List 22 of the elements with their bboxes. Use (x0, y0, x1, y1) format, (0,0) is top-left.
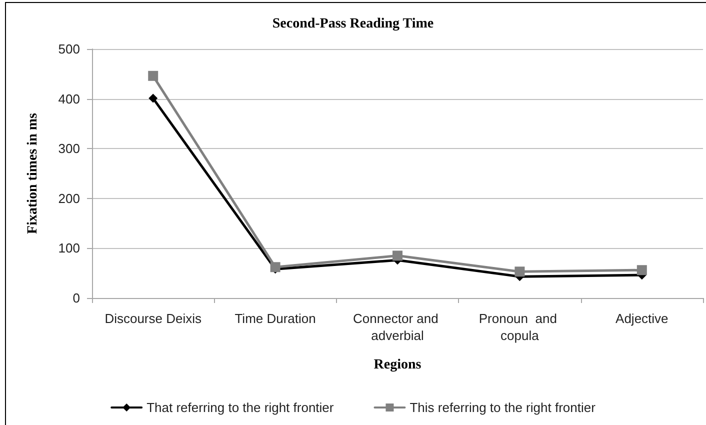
y-tick-label: 300 (58, 141, 80, 156)
y-tick-label: 200 (58, 190, 80, 206)
x-tick-label: Discourse Deixis (104, 311, 202, 326)
point (148, 70, 158, 81)
x-tick-label: Adjective (616, 311, 668, 326)
y-tick-label: 0 (72, 290, 80, 306)
y-tick-label: 500 (58, 42, 80, 56)
point (392, 250, 402, 261)
x-tick-label: Pronoun and copula (478, 311, 561, 343)
y-tick-label: 400 (58, 91, 80, 106)
legend-label: This referring to the right frontier (410, 400, 596, 415)
point (514, 266, 525, 277)
x-tick-label: Connector and adverbial (353, 311, 442, 343)
x-tick-label: Time Duration (234, 311, 316, 326)
point (636, 265, 647, 276)
point (148, 94, 158, 103)
x-axis-title: Regions (374, 358, 422, 372)
point (270, 262, 280, 272)
chart-title: Second-Pass Reading Time (272, 16, 434, 32)
legend-label: That referring to the right frontier (146, 400, 334, 415)
y-tick-label: 100 (58, 240, 80, 256)
y-axis-title: Fixation times in ms (26, 112, 40, 234)
